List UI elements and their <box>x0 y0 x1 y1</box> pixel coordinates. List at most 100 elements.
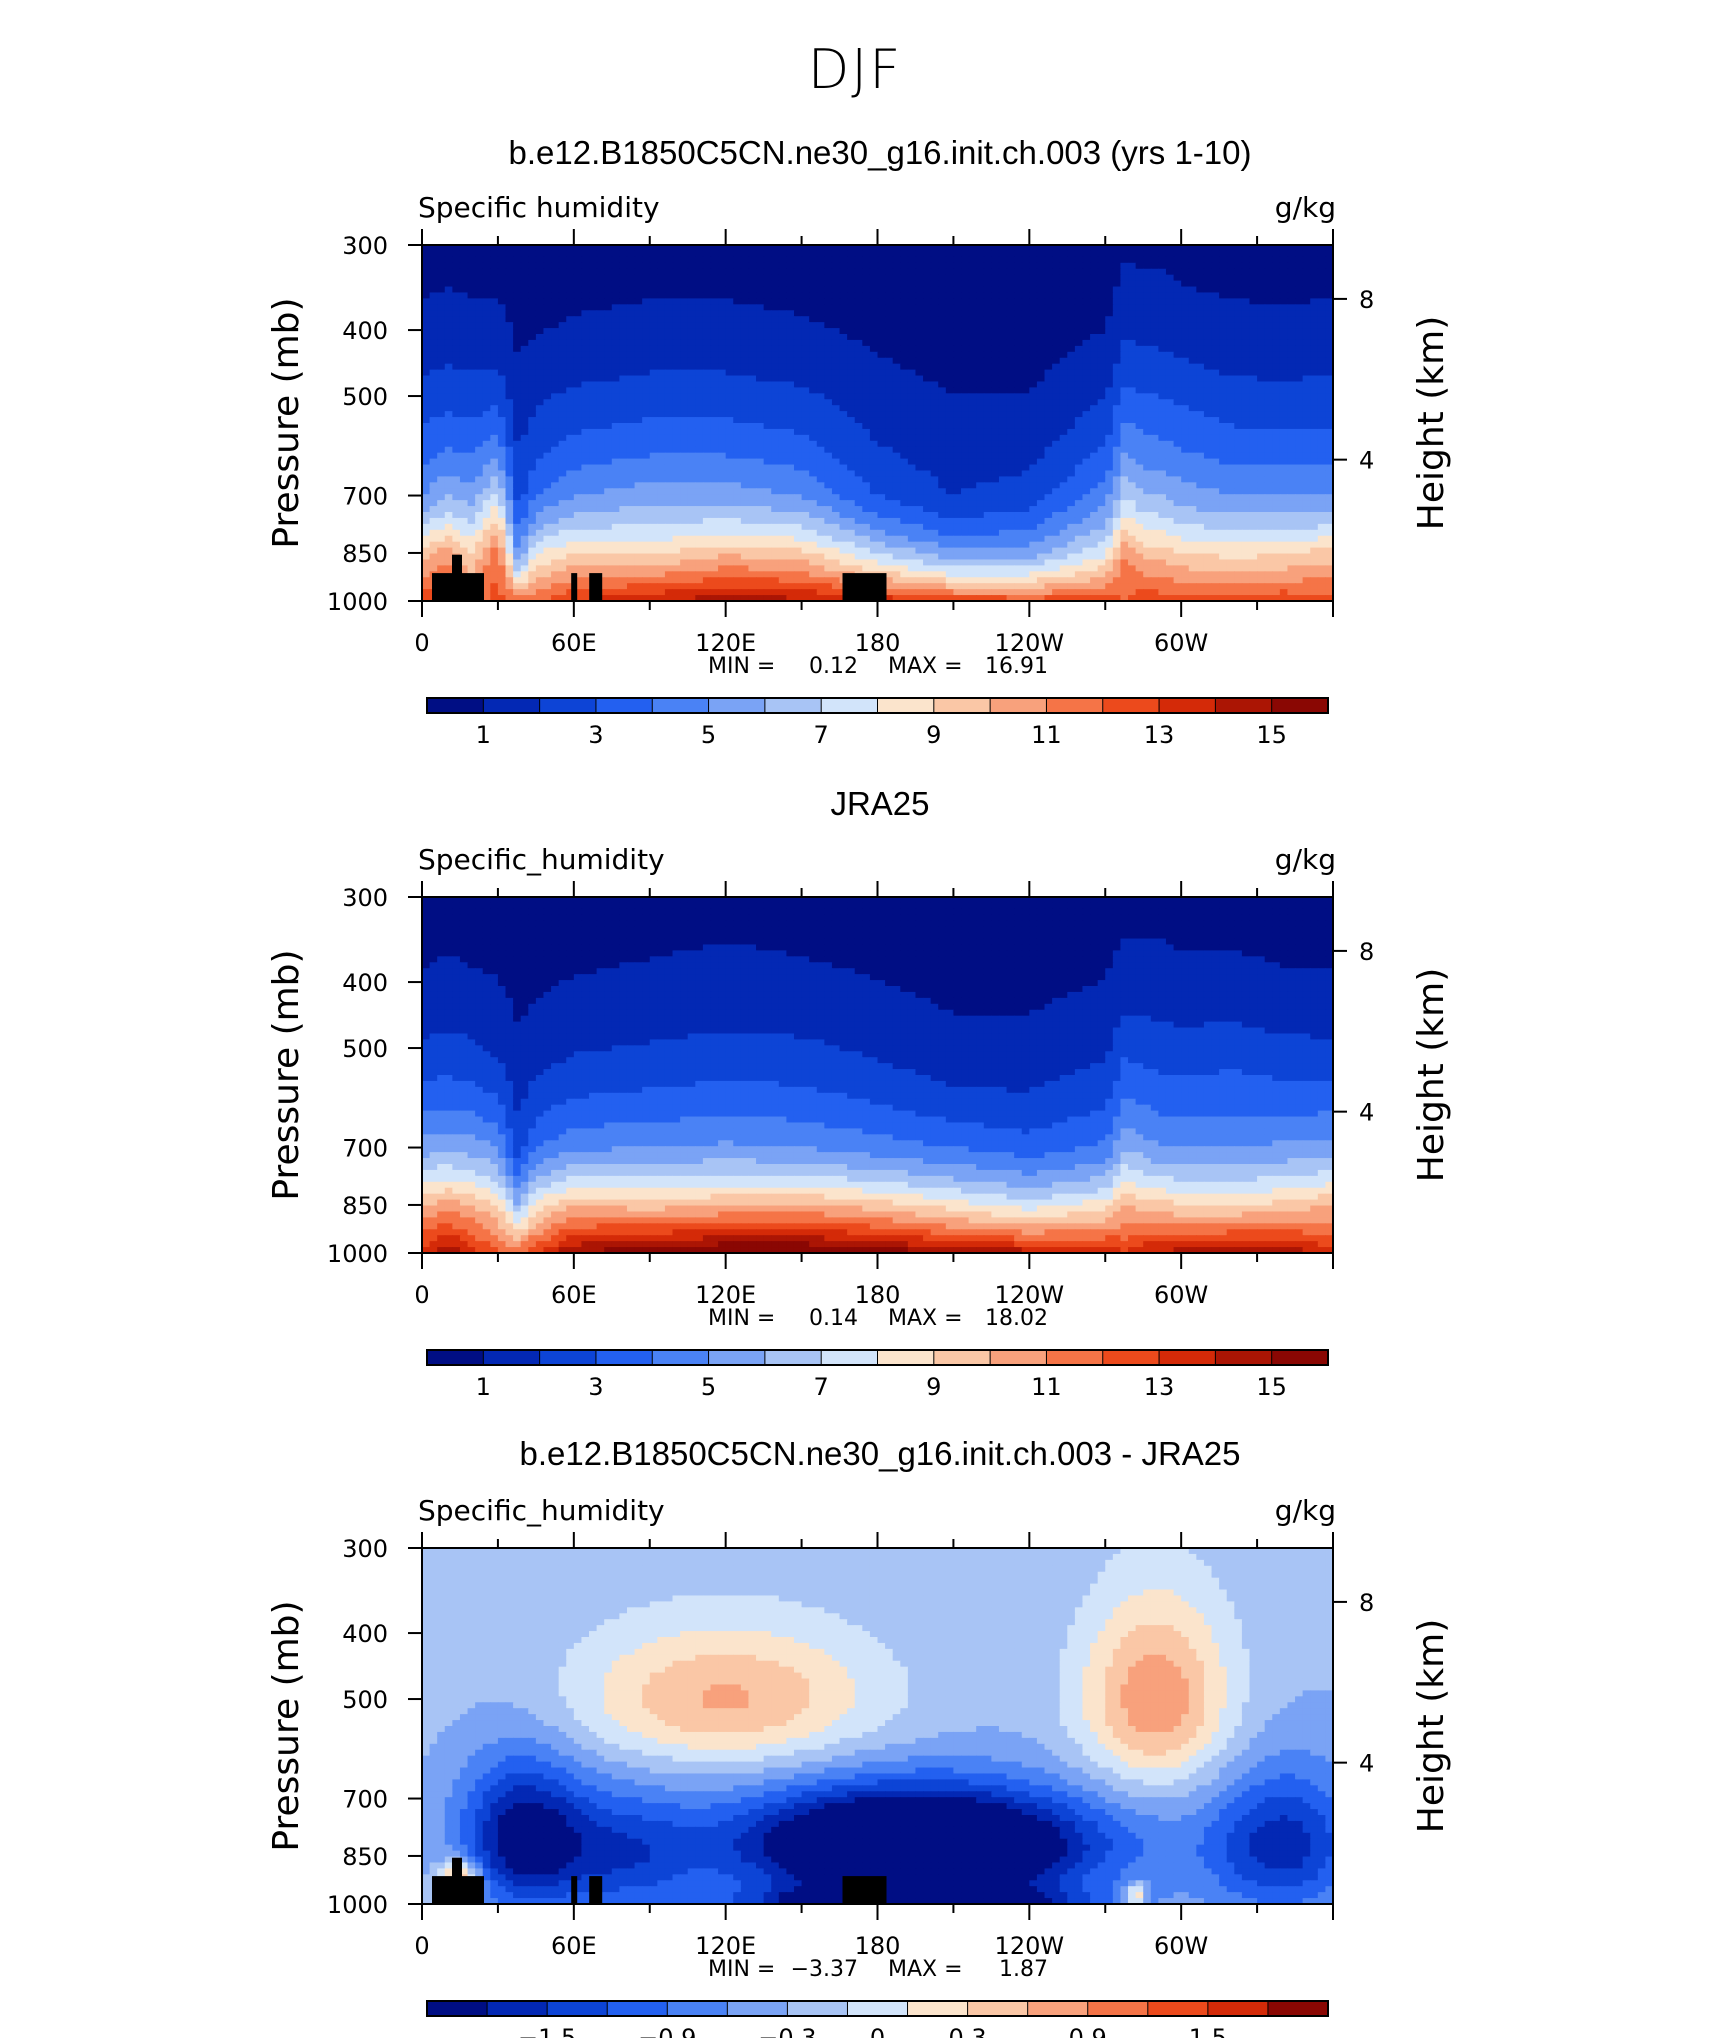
p1-field-cell <box>725 256 734 264</box>
p1-field-cell <box>710 339 719 347</box>
p1-field-cell <box>1143 245 1152 252</box>
p1-field-cell <box>778 334 787 341</box>
p1-field-cell <box>1219 274 1228 282</box>
p1-field-cell <box>756 286 765 294</box>
p1-field-cell <box>1112 280 1122 288</box>
p1-field-cell <box>1036 274 1046 282</box>
p1-field-cell <box>695 268 704 276</box>
p1-field-cell <box>672 316 681 323</box>
p1-field-cell <box>915 280 924 288</box>
p1-field-cell <box>680 274 689 282</box>
p1-field-cell <box>725 268 734 276</box>
p1-field-cell <box>1181 304 1190 311</box>
p1-field-cell <box>1188 256 1197 264</box>
p1-field-cell <box>634 268 643 276</box>
p1-field-cell <box>1188 274 1197 282</box>
p1-field-cell <box>1059 256 1068 264</box>
p1-field-cell <box>763 316 772 323</box>
p1-field-cell <box>1249 286 1258 294</box>
p1-field-cell <box>1249 322 1258 329</box>
p1-field-cell <box>1097 339 1106 347</box>
p1-field-cell <box>1272 322 1281 329</box>
p1-field-cell <box>566 280 575 288</box>
p1-field-cell <box>915 339 924 347</box>
p1-field-cell <box>467 310 476 317</box>
p1-field-cell <box>1219 304 1228 311</box>
p1-field-cell <box>1006 280 1015 288</box>
p1-field-cell <box>1143 256 1152 264</box>
p1-field-cell <box>885 334 894 341</box>
p1-field-cell <box>710 256 719 264</box>
p1-field-cell <box>748 256 757 264</box>
p1-field-cell <box>528 304 537 311</box>
p1-field-cell <box>1029 245 1038 252</box>
p1-field-cell <box>763 304 772 311</box>
p1-field-cell <box>1128 316 1137 323</box>
p1-field-cell <box>687 250 696 258</box>
p1-field-cell <box>793 304 803 311</box>
p1-field-cell <box>664 286 674 294</box>
p1-field-cell <box>1234 262 1243 270</box>
p1-field-cell <box>907 256 917 264</box>
p1-field-cell <box>756 310 765 317</box>
p1-field-cell <box>961 322 970 329</box>
p1-field-cell <box>1090 310 1099 317</box>
p1-field-cell <box>642 298 651 305</box>
p1-field-cell <box>1310 310 1319 317</box>
p1-field-cell <box>657 304 666 311</box>
p1-field-cell <box>1302 250 1311 258</box>
p1-field-cell <box>604 334 613 341</box>
p1-field-cell <box>611 268 620 276</box>
p1-field-cell <box>1143 268 1152 276</box>
p1-field-cell <box>801 310 810 317</box>
p1-field-cell <box>589 250 598 258</box>
p1-field-cell <box>1241 250 1251 258</box>
p1-field-cell <box>573 322 583 329</box>
p1-field-cell <box>497 310 507 317</box>
p1-field-cell <box>657 334 666 341</box>
p1-field-cell <box>1264 274 1273 282</box>
p1-field-cell <box>1295 262 1304 270</box>
p1-field-cell <box>1036 310 1046 317</box>
p1-field-cell <box>1097 256 1106 264</box>
p1-field-cell <box>505 262 514 270</box>
p1-field-cell <box>1173 292 1182 299</box>
p1-field-cell <box>998 286 1008 294</box>
p1-field-cell <box>611 280 620 288</box>
p1-field-cell <box>649 298 658 305</box>
p1-field-cell <box>786 334 795 341</box>
p1-field-cell <box>1310 268 1319 276</box>
p1-field-cell <box>528 345 537 353</box>
p1-field-cell <box>429 292 438 299</box>
p1-field-cell <box>733 298 742 305</box>
p1-field-cell <box>824 292 833 299</box>
p1-field-cell <box>619 334 628 341</box>
p1-field-cell <box>429 334 438 341</box>
p1-field-cell <box>1241 262 1251 270</box>
p1-field-cell <box>1234 328 1243 335</box>
p1-field-cell <box>657 339 666 347</box>
p1-field-cell <box>680 292 689 299</box>
p1-field-cell <box>680 339 689 347</box>
p1-field-cell <box>1317 322 1327 329</box>
p1-field-cell <box>1143 334 1152 341</box>
p1-field-cell <box>915 322 924 329</box>
p1-field-cell <box>490 298 499 305</box>
p1-field-cell <box>778 274 787 282</box>
p1-field-cell <box>801 286 810 294</box>
p1-field-cell <box>475 304 484 311</box>
p1-field-cell <box>664 250 674 258</box>
p1-field-cell <box>1196 292 1205 299</box>
p1-field-cell <box>1029 262 1038 270</box>
p1-field-cell <box>611 304 620 311</box>
p1-field-cell <box>740 268 750 276</box>
p1-field-cell <box>1295 322 1304 329</box>
p1-field-cell <box>1310 250 1319 258</box>
p1-field-cell <box>581 334 590 341</box>
p1-field-cell <box>900 256 909 264</box>
p1-field-cell <box>573 310 583 317</box>
p1-field-cell <box>718 316 727 323</box>
p1-field-cell <box>793 316 803 323</box>
p1-field-cell <box>801 334 810 341</box>
p1-field-cell <box>938 310 947 317</box>
